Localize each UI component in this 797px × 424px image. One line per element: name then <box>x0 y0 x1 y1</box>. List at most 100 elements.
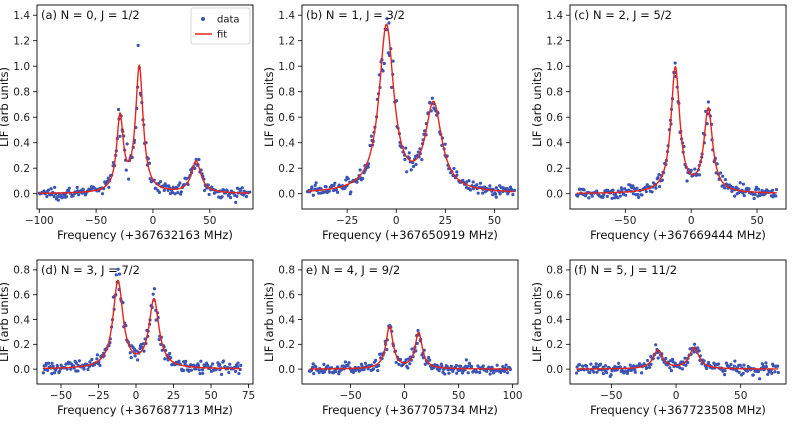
data-point <box>631 192 636 196</box>
y-tick-label: 1.2 <box>13 36 30 48</box>
x-tick-label: 50 <box>488 215 501 227</box>
data-point <box>187 369 191 373</box>
data-point <box>366 165 370 169</box>
data-point <box>52 194 56 199</box>
data-point <box>236 365 240 369</box>
y-tick-label: 0.6 <box>13 112 30 124</box>
data-point <box>408 362 412 366</box>
data-point <box>222 188 226 192</box>
data-point <box>689 168 693 172</box>
y-tick-label: 1.4 <box>13 10 30 22</box>
data-point <box>335 365 340 369</box>
data-point <box>41 371 45 375</box>
data-point <box>189 363 193 367</box>
data-point <box>77 193 81 197</box>
data-point <box>403 157 407 162</box>
y-tick-label: 0.0 <box>546 364 563 376</box>
plot-area <box>574 342 780 381</box>
data-point <box>714 171 718 175</box>
data-point <box>459 364 463 368</box>
data-point <box>142 349 146 353</box>
y-tick-label: 0.8 <box>278 265 295 277</box>
data-point <box>644 189 648 194</box>
data-point <box>414 162 418 167</box>
data-point <box>502 369 507 373</box>
data-point <box>616 196 620 200</box>
data-point <box>660 178 665 182</box>
data-point <box>622 371 626 375</box>
data-point <box>154 186 158 191</box>
data-point <box>406 357 411 361</box>
data-point <box>745 369 750 373</box>
data-point <box>476 191 480 195</box>
y-tick-label: 1.4 <box>546 10 563 22</box>
y-tick-label: 0.6 <box>546 290 563 302</box>
data-point <box>468 188 473 192</box>
data-point <box>351 370 355 375</box>
y-tick-label: 0.0 <box>546 189 563 201</box>
data-point <box>133 354 137 358</box>
data-point <box>397 362 401 366</box>
data-point <box>391 59 395 63</box>
data-point <box>592 370 596 374</box>
data-point <box>759 192 763 197</box>
data-point <box>455 170 459 174</box>
data-point <box>741 371 745 375</box>
x-tick-label: 50 <box>452 390 465 402</box>
data-point <box>69 367 73 371</box>
axes-frame <box>36 259 254 385</box>
data-point <box>618 194 622 198</box>
data-point <box>376 368 380 373</box>
data-point <box>53 185 57 189</box>
data-point <box>457 368 461 373</box>
data-point <box>510 188 514 192</box>
data-point <box>584 364 589 368</box>
data-point <box>756 187 761 191</box>
axes-frame <box>301 259 519 385</box>
data-point <box>234 200 238 204</box>
data-point <box>197 157 201 162</box>
fit-line <box>42 279 241 370</box>
data-point <box>148 177 152 181</box>
plot-area <box>37 43 252 204</box>
panel-5: −50 0 50 100 0.0 0.2 0.4 0.6 0.8 Frequency (+3677… <box>262 259 523 417</box>
data-point <box>67 186 71 190</box>
data-point <box>135 358 140 362</box>
axes-frame <box>36 4 254 210</box>
y-tick-label: 1.0 <box>278 61 295 73</box>
data-point <box>227 370 231 375</box>
data-point <box>218 363 222 367</box>
x-tick-label: 0 <box>401 390 408 402</box>
data-point <box>100 192 105 196</box>
y-tick-label: 0.4 <box>13 314 30 326</box>
data-point <box>314 181 318 185</box>
plot-area <box>307 324 512 376</box>
data-point <box>505 371 510 375</box>
y-axis-label: LIF (arb units) <box>530 67 544 147</box>
x-axis-label: Frequency (+367723508 MHz) <box>590 403 766 417</box>
data-point <box>211 362 215 366</box>
panel-title: (b) N = 1, J = 3/2 <box>306 8 405 22</box>
data-point <box>603 364 608 368</box>
data-point <box>64 195 69 199</box>
data-point <box>326 364 330 368</box>
data-point <box>452 166 456 171</box>
data-point <box>336 190 340 194</box>
data-point <box>595 370 599 374</box>
data-point <box>747 187 751 191</box>
data-point <box>631 364 636 368</box>
legend: data fit <box>190 7 251 45</box>
data-point <box>184 359 188 363</box>
data-point <box>178 181 182 185</box>
data-point <box>179 190 183 194</box>
data-point <box>654 186 658 190</box>
y-tick-label: 0.2 <box>278 339 295 351</box>
data-point <box>162 188 166 192</box>
data-point <box>199 359 203 363</box>
data-point <box>410 347 414 351</box>
data-point <box>626 188 631 192</box>
data-point <box>198 371 202 376</box>
data-point <box>42 189 46 193</box>
data-point <box>44 361 48 365</box>
data-point <box>494 195 498 199</box>
